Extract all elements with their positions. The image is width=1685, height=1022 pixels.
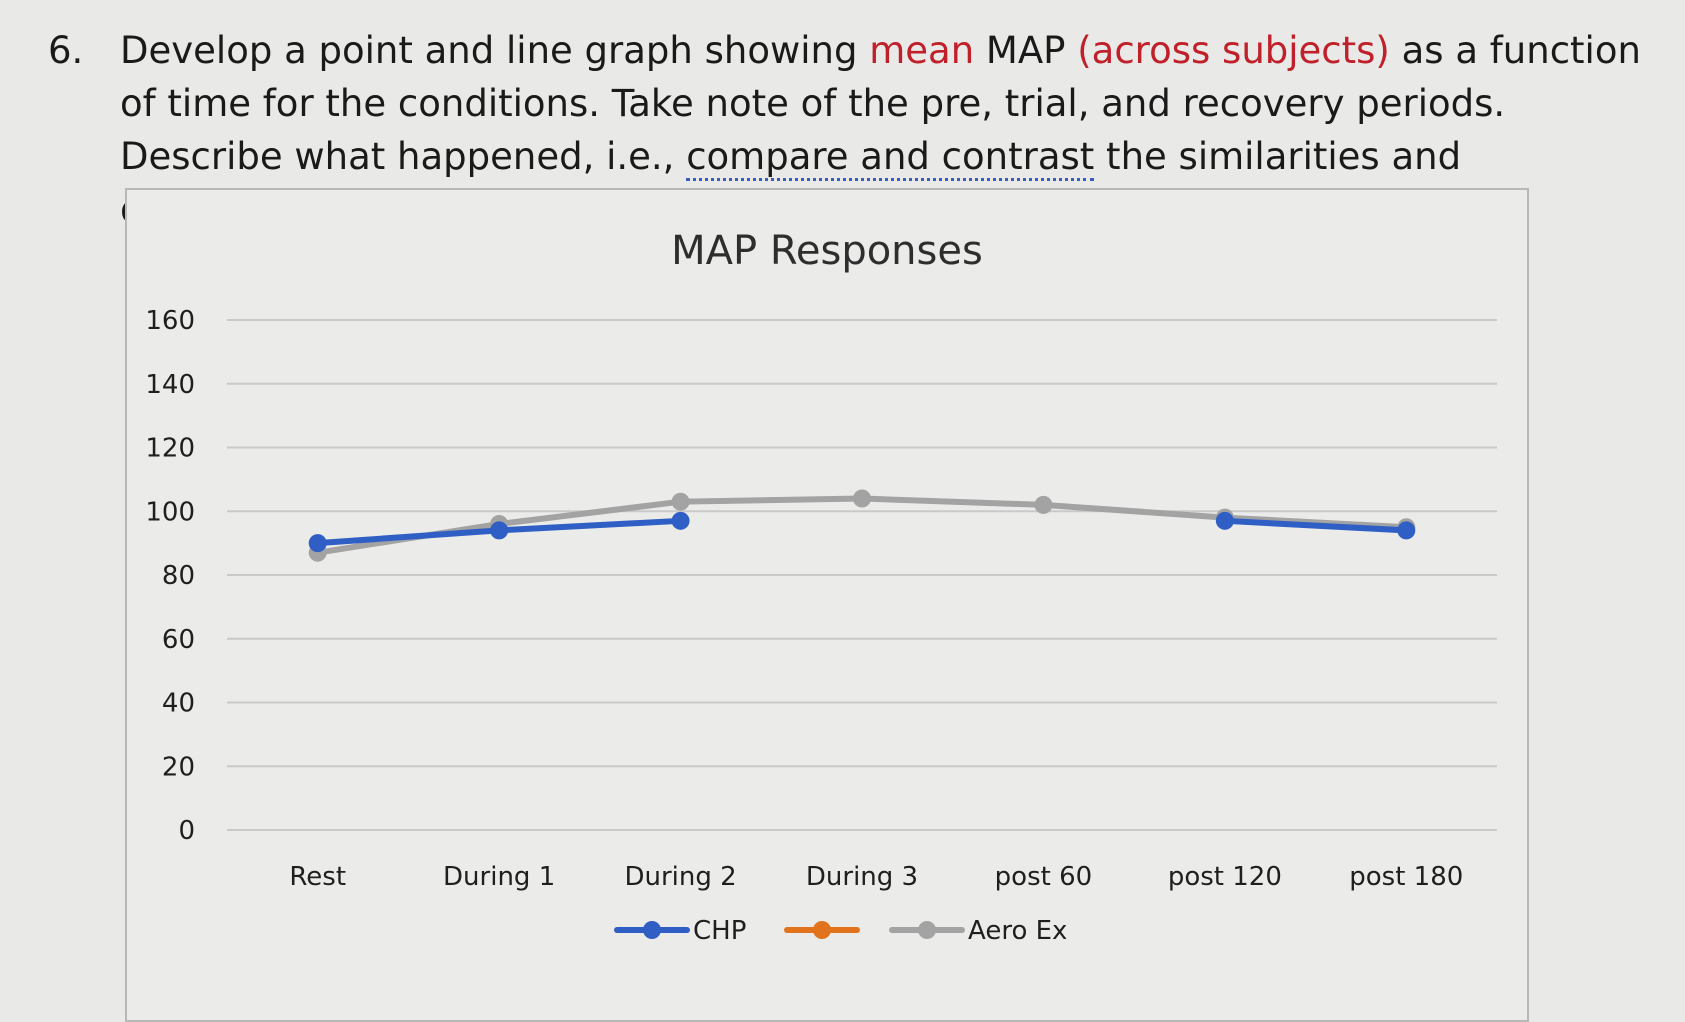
question-number: 6. [48, 29, 84, 72]
legend-label: CHP [693, 916, 746, 946]
x-tick-label: post 60 [995, 862, 1093, 892]
y-tick-label: 80 [162, 561, 195, 591]
question-part-3: as a function of time for the conditions… [120, 29, 1641, 178]
series-line [1221, 517, 1410, 534]
legend: CHP Aero Ex [614, 916, 1067, 946]
x-axis-ticks: Rest During 1 During 2 During 3 post 60 post … [289, 862, 1463, 892]
data-point [671, 492, 690, 511]
question-highlight-mean: mean [869, 29, 975, 72]
legend-marker [643, 921, 661, 939]
y-tick-label: 20 [162, 752, 195, 782]
y-tick-label: 120 [145, 434, 195, 464]
x-tick-label: post 120 [1168, 862, 1282, 892]
y-tick-label: 100 [145, 497, 195, 527]
question-part-2: MAP [974, 29, 1078, 72]
legend-label: Aero Ex [968, 916, 1067, 946]
legend-entry [784, 921, 860, 939]
question-highlight-subjects: (across subjects) [1077, 29, 1390, 72]
x-tick-label: During 3 [806, 862, 918, 892]
chart-container[interactable]: MAP Responses 0 20 40 60 80 100 120 140 160 Rest… [125, 188, 1529, 1022]
chart-title: MAP Responses [671, 228, 983, 274]
legend-entry: Aero Ex [889, 916, 1067, 946]
data-point [1034, 495, 1053, 514]
y-tick-label: 160 [145, 306, 195, 336]
x-tick-label: During 2 [624, 862, 736, 892]
gridlines [227, 319, 1497, 831]
question-part-1: Develop a point and line graph showing [120, 29, 870, 72]
y-axis-ticks: 0 20 40 60 80 100 120 140 160 [145, 306, 195, 846]
data-point [853, 489, 871, 508]
series-aero-ex [308, 489, 1416, 562]
series-lines [308, 489, 1416, 562]
y-tick-label: 40 [162, 689, 195, 719]
question-underlined-phrase: compare and contrast [686, 135, 1095, 181]
y-tick-label: 60 [162, 625, 195, 655]
data-point [308, 534, 327, 553]
legend-entry: CHP [614, 916, 746, 946]
data-point [1397, 521, 1416, 540]
legend-marker [813, 921, 831, 939]
data-point [671, 511, 690, 530]
series-chp [308, 511, 1416, 553]
y-tick-label: 140 [145, 370, 195, 400]
y-tick-label: 0 [178, 816, 195, 846]
data-point [1215, 511, 1234, 530]
data-point [490, 521, 509, 540]
legend-marker [918, 921, 936, 939]
map-responses-chart: MAP Responses 0 20 40 60 80 100 120 140 160 Rest… [145, 228, 1497, 946]
x-tick-label: Rest [289, 862, 346, 892]
x-tick-label: post 180 [1349, 862, 1463, 892]
x-tick-label: During 1 [443, 862, 555, 892]
